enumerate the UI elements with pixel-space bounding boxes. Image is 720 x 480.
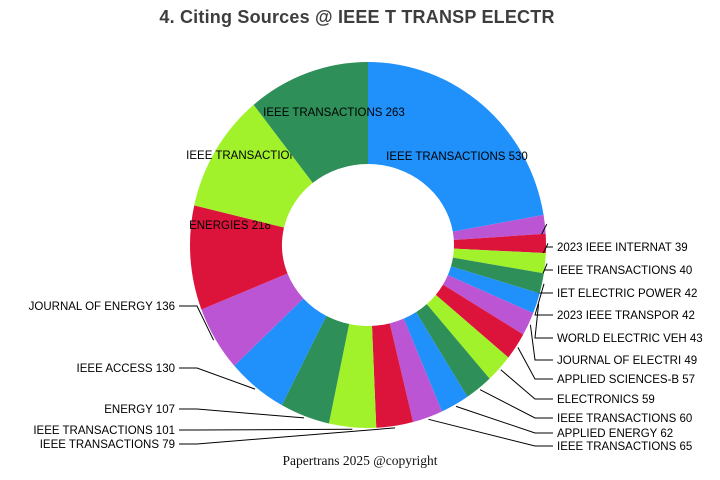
pie-slice [435, 284, 524, 358]
pie-slice [201, 273, 304, 366]
slice-inside-label: IEEE TRANSACTIONS 530 [386, 151, 528, 163]
pie-slice [389, 318, 442, 423]
pie-slice [452, 248, 546, 274]
pie-slice [234, 298, 327, 406]
pie-slice [368, 62, 544, 232]
leader-line [428, 418, 553, 447]
leader-line [179, 305, 215, 341]
leader-line [179, 367, 256, 390]
slice-callout-label: JOURNAL OF ELECTRI 49 [557, 355, 697, 367]
slice-inside-label: IEEE TRANSACTIONS 263 [263, 107, 405, 119]
leader-line [529, 324, 553, 361]
slice-callout-label: WORLD ELECTRIC VEH 43 [557, 333, 703, 345]
pie-slice [328, 324, 377, 428]
slice-callout-label: 2023 IEEE TRANSPOR 42 [557, 310, 695, 322]
pie-slice [450, 257, 544, 294]
leader-line [534, 303, 553, 339]
leader-line [500, 369, 553, 400]
slice-callout-label: IEEE TRANSACTIONS 65 [557, 441, 692, 453]
leader-line [179, 408, 305, 419]
slice-callout-label: IET ELECTRIC POWER 42 [557, 288, 697, 300]
slice-callout-label: ELECTRONICS 59 [557, 394, 655, 406]
pie-slice [281, 315, 350, 424]
pie-slice [371, 323, 414, 428]
pie-slice [253, 62, 368, 183]
pie-slice [426, 294, 509, 379]
slice-callout-label: IEEE ACCESS 130 [77, 363, 175, 375]
pie-slice [453, 233, 546, 254]
slice-callout-label: IEEE TRANSACTIONS 101 [33, 425, 175, 437]
pie-slice [416, 304, 490, 397]
pie-slice [452, 214, 546, 241]
slice-callout-label: ENERGY 107 [104, 404, 175, 416]
leader-line [534, 283, 553, 316]
leader-line [517, 347, 553, 380]
slice-callout-label: APPLIED SCIENCES-B 57 [557, 374, 695, 386]
leader-line [179, 427, 396, 445]
leader-line [479, 389, 553, 419]
leader-line [179, 428, 353, 431]
pie-slice [443, 275, 534, 335]
slice-callout-label: JOURNAL OF ENERGY 136 [29, 301, 175, 313]
pie-slice [189, 205, 288, 310]
footer-copyright: Papertrans 2025 @copyright [282, 453, 438, 468]
pie-slice [447, 266, 540, 314]
chart-title: 4. Citing Sources @ IEEE T TRANSP ELECTR [159, 7, 555, 27]
slice-callout-label: 2023 IEEE INTERNAT 39 [557, 242, 688, 254]
pie-slice [194, 104, 313, 228]
slice-callout-label: APPLIED ENERGY 62 [557, 428, 673, 440]
slice-callout-label: IEEE TRANSACTIONS 60 [557, 413, 692, 425]
leader-line [455, 405, 553, 434]
slice-inside-label: ENERGIES 218 [189, 220, 271, 232]
slice-callout-label: IEEE TRANSACTIONS 79 [40, 439, 175, 451]
slice-callout-label: IEEE TRANSACTIONS 40 [557, 265, 692, 277]
pie-slice [403, 312, 468, 412]
